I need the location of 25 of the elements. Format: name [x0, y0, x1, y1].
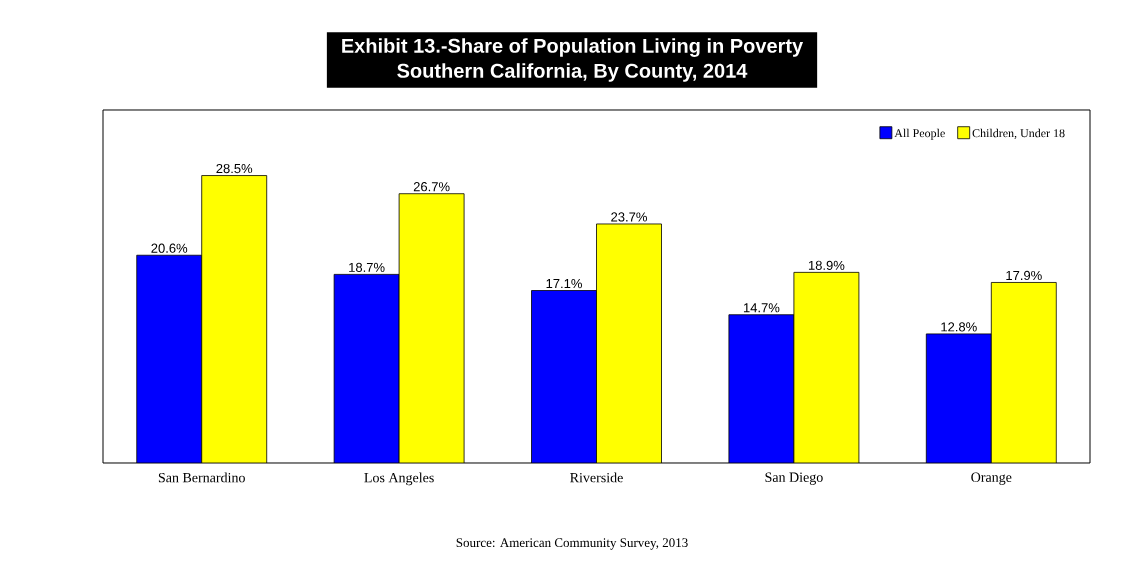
- chart-subtitle: Southern California, By County, 2014: [397, 63, 748, 82]
- x-tick-label: Riverside: [570, 472, 623, 483]
- data-label: 23.7%: [611, 212, 647, 222]
- bar: [531, 290, 597, 463]
- bar: [333, 273, 400, 463]
- x-tick-label: Orange: [971, 472, 1012, 485]
- x-tick-label: San Diego: [765, 472, 823, 485]
- data-label: 17.9%: [1006, 270, 1042, 281]
- data-label: 18.9%: [808, 260, 845, 270]
- legend-label: Children, Under 18: [972, 128, 1065, 139]
- data-label: 12.8%: [941, 322, 977, 332]
- data-label: 20.6%: [151, 243, 188, 253]
- legend-label: All People: [894, 128, 945, 140]
- bar: [136, 254, 203, 463]
- data-label: 28.5%: [216, 163, 253, 174]
- data-label: 26.7%: [413, 182, 450, 192]
- chart-title: Exhibit 13.-Share of Population Living in Poverty: [342, 38, 804, 57]
- bar: [728, 314, 795, 463]
- source-note: Source: American Community Survey, 2013: [456, 538, 688, 550]
- x-tick-label: Los Angeles: [364, 472, 434, 486]
- data-label: 18.7%: [349, 262, 385, 272]
- bar: [925, 333, 992, 463]
- x-tick-label: San Bernardino: [158, 472, 245, 483]
- data-label: 14.7%: [743, 303, 780, 313]
- data-label: 17.1%: [546, 279, 582, 289]
